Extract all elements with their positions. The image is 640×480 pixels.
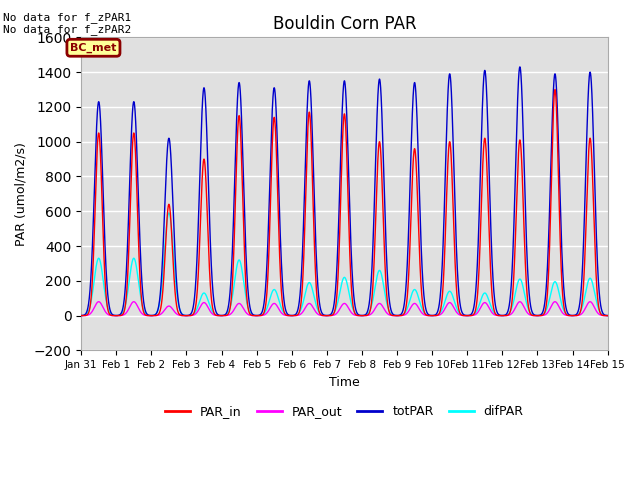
Text: BC_met: BC_met xyxy=(70,43,116,53)
Line: PAR_out: PAR_out xyxy=(81,302,607,316)
PAR_in xyxy=(508,303,515,309)
difPAR xyxy=(105,308,113,313)
PAR_out xyxy=(413,303,421,309)
totPAR xyxy=(77,312,85,318)
difPAR xyxy=(473,308,481,313)
PAR_in xyxy=(105,310,113,315)
difPAR xyxy=(487,304,495,310)
PAR_out xyxy=(473,311,481,316)
PAR_out xyxy=(500,313,508,319)
difPAR xyxy=(77,312,85,318)
PAR_in xyxy=(604,313,611,319)
Line: PAR_in: PAR_in xyxy=(81,89,607,316)
PAR_out xyxy=(487,309,495,314)
difPAR xyxy=(604,312,611,318)
totPAR xyxy=(487,234,495,240)
difPAR xyxy=(165,210,173,216)
PAR_out xyxy=(604,313,611,319)
PAR_in xyxy=(473,299,481,305)
totPAR xyxy=(500,312,508,318)
PAR_in xyxy=(551,86,559,92)
totPAR xyxy=(604,312,611,318)
PAR_in xyxy=(500,313,508,319)
totPAR xyxy=(508,279,515,285)
PAR_out xyxy=(95,299,102,305)
Legend: PAR_in, PAR_out, totPAR, difPAR: PAR_in, PAR_out, totPAR, difPAR xyxy=(160,400,529,423)
X-axis label: Time: Time xyxy=(329,376,360,389)
totPAR xyxy=(516,64,524,70)
difPAR xyxy=(413,291,421,297)
totPAR xyxy=(413,121,421,127)
Y-axis label: PAR (umol/m2/s): PAR (umol/m2/s) xyxy=(15,142,28,246)
Title: Bouldin Corn PAR: Bouldin Corn PAR xyxy=(273,15,416,33)
PAR_out xyxy=(77,313,85,319)
PAR_in xyxy=(77,313,85,319)
difPAR xyxy=(508,306,515,312)
Line: totPAR: totPAR xyxy=(81,67,607,315)
difPAR xyxy=(500,312,508,318)
PAR_in xyxy=(413,187,421,193)
PAR_out xyxy=(508,311,515,317)
totPAR xyxy=(105,300,113,305)
PAR_out xyxy=(105,312,113,318)
Text: No data for f_zPAR1
No data for f_zPAR2: No data for f_zPAR1 No data for f_zPAR2 xyxy=(3,12,131,36)
totPAR xyxy=(473,272,481,277)
PAR_in xyxy=(487,278,495,284)
Line: difPAR: difPAR xyxy=(81,213,607,315)
